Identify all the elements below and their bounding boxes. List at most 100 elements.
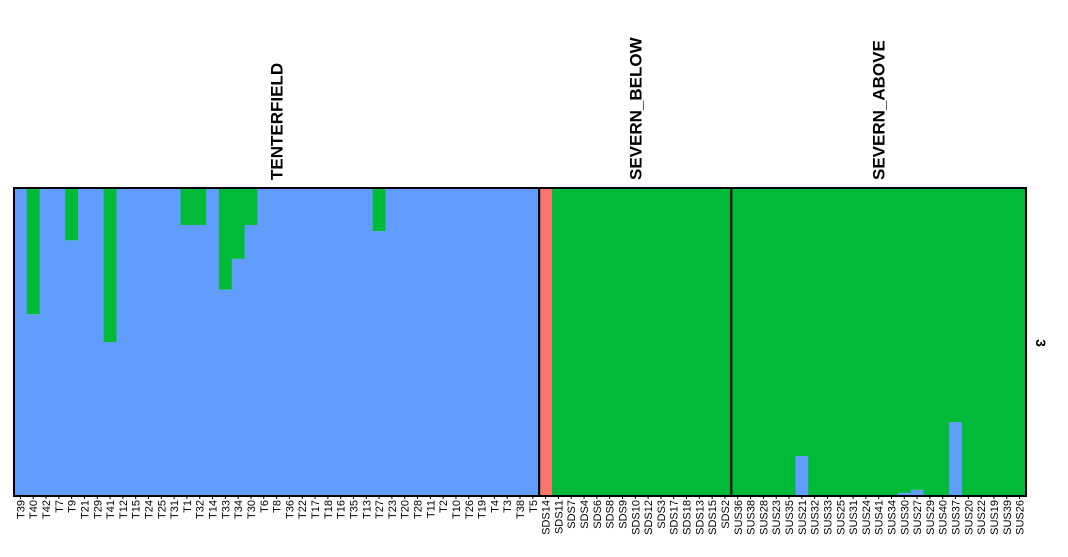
x-tick-label: SDS3 xyxy=(656,500,668,529)
bar-segment xyxy=(244,224,258,496)
x-tick-label: SDS11 xyxy=(553,500,565,534)
bar-segment xyxy=(26,188,41,315)
x-tick-label: SUS19 xyxy=(989,500,1001,535)
bar-segment xyxy=(257,188,271,496)
x-tick-label: SUS34 xyxy=(886,500,898,535)
bar-segment xyxy=(1013,188,1027,496)
bar-segment xyxy=(244,188,258,225)
x-tick-label: T5 xyxy=(528,500,540,513)
bar-segment xyxy=(756,188,771,496)
bar-segment xyxy=(398,188,412,496)
bar-segment xyxy=(987,188,1001,496)
bar-segment xyxy=(26,314,41,496)
x-tick-label: T20 xyxy=(400,500,412,519)
bar-segment xyxy=(65,188,79,241)
bar-segment xyxy=(821,188,835,496)
x-tick-label: SUS36 xyxy=(733,500,745,535)
x-tick-label: SDS6 xyxy=(592,500,604,529)
bar-segment xyxy=(910,489,924,496)
bar-segment xyxy=(961,188,976,496)
x-tick-label: T32 xyxy=(195,500,207,519)
x-tick-label: SDS13 xyxy=(694,500,706,535)
x-tick-label: SDS8 xyxy=(605,500,617,529)
bar-segment xyxy=(449,188,463,496)
x-tick-label: T13 xyxy=(361,500,373,519)
x-tick-label: T17 xyxy=(310,500,322,519)
x-tick-label: SUS39 xyxy=(1002,500,1014,535)
x-tick-label: SDS9 xyxy=(617,500,629,529)
x-tick-label: SDS18 xyxy=(682,500,694,535)
x-tick-label: SDS12 xyxy=(643,500,655,535)
x-tick-label: T4 xyxy=(489,500,501,513)
bar-segment xyxy=(705,188,719,496)
bar-segment xyxy=(872,188,886,496)
bar-segment xyxy=(385,188,399,496)
x-tick-label: T27 xyxy=(374,500,386,519)
bar-segment xyxy=(167,188,181,496)
bar-segment xyxy=(526,188,540,496)
x-tick-label: T15 xyxy=(131,500,143,519)
group-title: SEVERN_ABOVE xyxy=(870,40,889,180)
bar-segment xyxy=(39,188,53,496)
bar-segment xyxy=(218,188,233,290)
x-tick-label: SUS26 xyxy=(1015,500,1027,535)
x-tick-label: T22 xyxy=(297,500,309,519)
x-tick-label: SDS14 xyxy=(541,500,553,535)
x-tick-label: T21 xyxy=(79,500,91,519)
x-tick-label: T34 xyxy=(233,500,245,519)
x-tick-label: SUS35 xyxy=(784,500,796,535)
bar-segment xyxy=(423,188,438,496)
bar-segment xyxy=(949,422,963,496)
x-tick-label: T3 xyxy=(502,500,514,513)
bar-segment xyxy=(283,188,297,496)
bar-segment xyxy=(782,188,796,496)
bar-segment xyxy=(616,188,630,496)
bar-segment xyxy=(103,342,117,496)
x-tick-label: T40 xyxy=(28,500,40,519)
bar-segment xyxy=(359,188,374,496)
bar-segment xyxy=(462,188,476,496)
bar-segment xyxy=(910,188,924,490)
bar-segment xyxy=(859,188,873,496)
bar-segment xyxy=(513,188,527,496)
bar-segment xyxy=(487,188,502,496)
x-tick-label: T16 xyxy=(336,500,348,519)
group-title: TENTERFIELD xyxy=(268,63,287,180)
x-tick-label: SUS27 xyxy=(912,500,924,535)
bar-segment xyxy=(372,231,386,496)
x-tick-label: T24 xyxy=(144,500,156,519)
bar-segment xyxy=(603,188,617,496)
x-tick-label: SUS25 xyxy=(835,500,847,535)
group-title: SEVERN_BELOW xyxy=(626,36,645,180)
bar-segment xyxy=(231,258,245,496)
bar-segment xyxy=(218,289,233,496)
bar-segment xyxy=(347,188,361,496)
bar-segment xyxy=(116,188,130,496)
bar-segment xyxy=(680,188,694,496)
bar-segment xyxy=(897,188,912,493)
bar-segment xyxy=(321,188,335,496)
x-tick-label: T39 xyxy=(15,500,27,519)
x-tick-label: SUS22 xyxy=(976,500,988,535)
x-tick-label: T30 xyxy=(246,500,258,519)
x-tick-label: SUS28 xyxy=(758,500,770,535)
bar-segment xyxy=(14,188,28,496)
x-tick-label: SUS40 xyxy=(938,500,950,535)
bar-segment xyxy=(1000,188,1014,496)
bar-segment xyxy=(974,188,988,496)
bar-segment xyxy=(411,188,425,496)
x-tick-label: SUS38 xyxy=(746,500,758,535)
x-tick-label: T14 xyxy=(208,500,220,519)
x-tick-label: SDS10 xyxy=(630,500,642,535)
bar-segment xyxy=(692,188,707,496)
bar-segment xyxy=(897,492,912,496)
bar-segment xyxy=(154,188,169,496)
x-tick-label: T11 xyxy=(425,500,437,518)
x-tick-label: SDS4 xyxy=(579,500,591,529)
x-tick-label: SUS31 xyxy=(848,500,860,535)
x-tick-label: SDS17 xyxy=(669,500,681,535)
x-tick-label: T35 xyxy=(348,500,360,519)
x-tick-label: T18 xyxy=(323,500,335,519)
x-tick-label: T38 xyxy=(515,500,527,519)
